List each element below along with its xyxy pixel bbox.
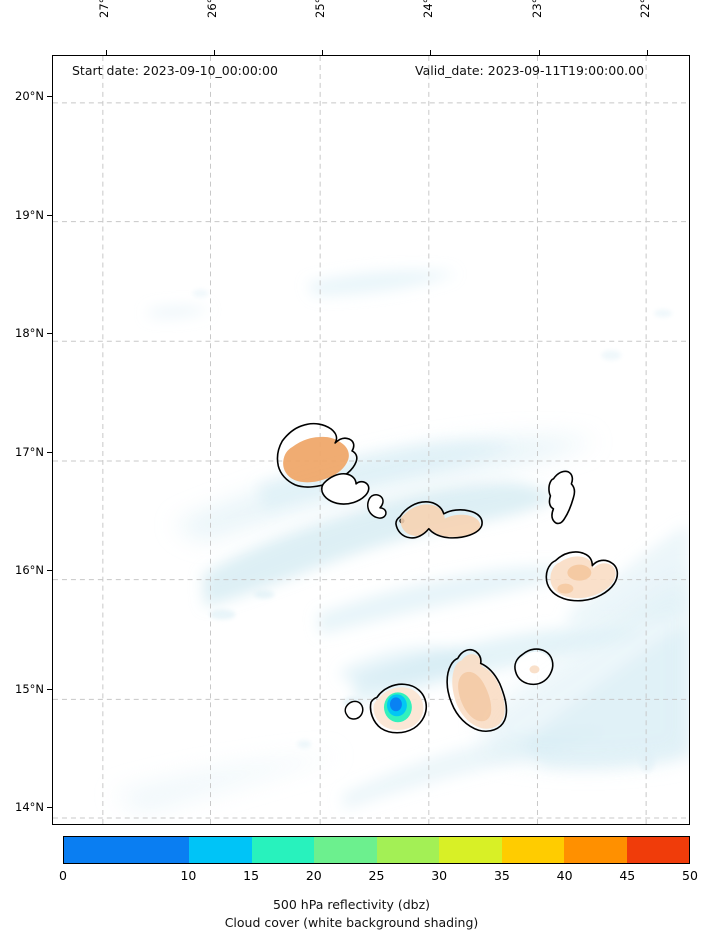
colorbar-segment [376, 837, 439, 863]
colorbar[interactable] [63, 836, 690, 864]
island-santiago [446, 648, 508, 733]
colorbar-tick-label: 50 [682, 868, 698, 883]
y-tick-mark [47, 214, 52, 216]
colorbar-caption-secondary: Cloud cover (white background shading) [224, 915, 479, 930]
map-plot-area[interactable] [52, 55, 690, 825]
x-tick-label: 26°W [205, 0, 220, 18]
y-tick-label: 14°N [15, 800, 44, 815]
colorbar-segment [314, 837, 377, 863]
valid-date-label: Valid_date: 2023-09-11T19:00:00.00 [415, 63, 645, 78]
colorbar-caption-primary: 500 hPa reflectivity (dbz) [272, 897, 431, 912]
y-tick-mark [47, 451, 52, 453]
x-tick-label: 22°W [637, 0, 652, 18]
island-maio [514, 648, 554, 686]
y-tick-mark [47, 96, 52, 98]
y-tick-label: 20°N [15, 89, 44, 104]
x-tick-label: 24°W [421, 0, 436, 18]
y-tick-mark [47, 688, 52, 690]
colorbar-segment [64, 837, 189, 863]
colorbar-tick-label: 0 [59, 868, 67, 883]
island-santa-luzia [367, 494, 387, 519]
y-tick-label: 17°N [15, 444, 44, 459]
y-tick-label: 18°N [15, 326, 44, 341]
colorbar-tick-label: 20 [305, 868, 322, 883]
island-sao-vicente [320, 472, 370, 505]
island-boa-vista [545, 551, 619, 602]
x-tick-mark [646, 50, 648, 55]
island-santo-antao [276, 422, 358, 488]
y-tick-mark [47, 570, 52, 572]
y-tick-label: 15°N [15, 681, 44, 696]
colorbar-tick-label: 45 [619, 868, 636, 883]
x-tick-label: 25°W [313, 0, 328, 18]
y-tick-mark [47, 807, 52, 809]
cloud-cover-contours [112, 437, 689, 815]
island-fogo [369, 683, 428, 734]
colorbar-tick-label: 25 [368, 868, 385, 883]
x-tick-label: 27°W [97, 0, 112, 18]
x-tick-mark [430, 50, 432, 55]
x-tick-mark [322, 50, 324, 55]
colorbar-tick-label: 10 [180, 868, 197, 883]
colorbar-segment [439, 837, 502, 863]
colorbar-tick-label: 15 [243, 868, 260, 883]
island-sal [548, 470, 576, 525]
colorbar-tick-label: 35 [493, 868, 510, 883]
colorbar-segment [189, 837, 252, 863]
colorbar-segment [564, 837, 627, 863]
colorbar-segment [501, 837, 564, 863]
colorbar-segment [251, 837, 314, 863]
y-tick-label: 16°N [15, 563, 44, 578]
colorbar-segment [626, 837, 689, 863]
x-tick-mark [538, 50, 540, 55]
island-brava [344, 700, 364, 720]
y-tick-mark [47, 333, 52, 335]
map-canvas [53, 56, 689, 824]
x-tick-mark [106, 50, 108, 55]
colorbar-tick-label: 40 [556, 868, 573, 883]
x-tick-mark [214, 50, 216, 55]
island-sao-nicolau [395, 501, 483, 539]
x-tick-label: 23°W [529, 0, 544, 18]
colorbar-tick-label: 30 [431, 868, 448, 883]
map-gridlines [53, 56, 689, 824]
y-tick-label: 19°N [15, 207, 44, 222]
start-date-label: Start date: 2023-09-10_00:00:00 [72, 63, 278, 78]
